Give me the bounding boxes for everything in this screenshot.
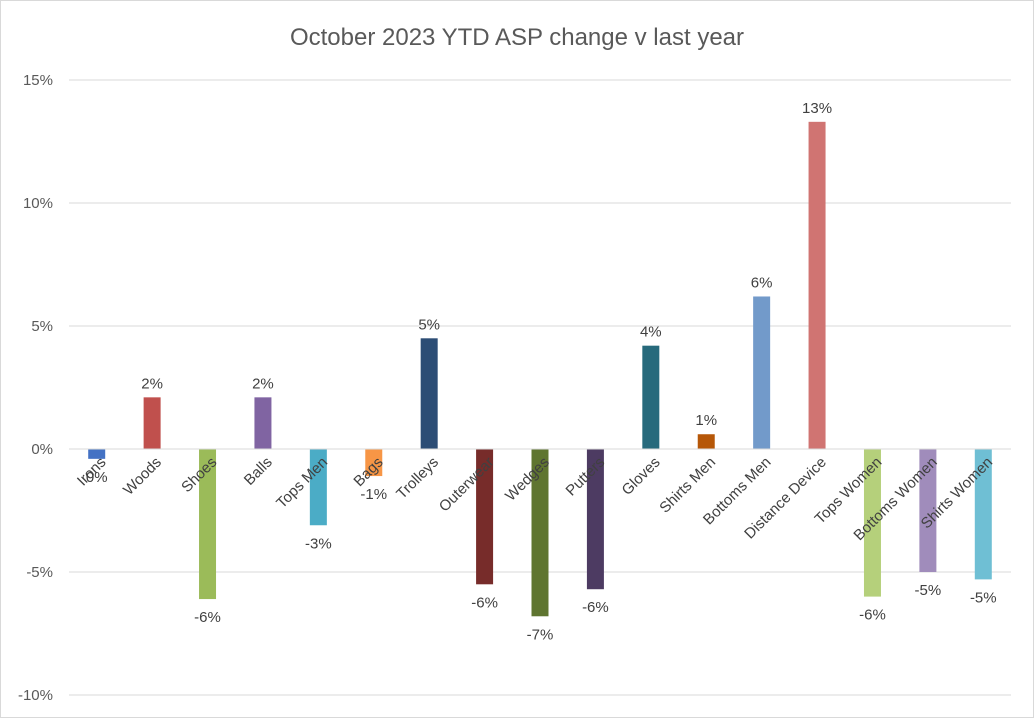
bar	[88, 449, 106, 459]
data-label: 6%	[751, 274, 773, 291]
data-label: 13%	[802, 100, 832, 117]
category-label: Gloves	[619, 454, 664, 499]
y-tick-label: -10%	[18, 687, 53, 704]
bar	[808, 121, 826, 449]
bar	[863, 449, 881, 597]
data-label: -7%	[527, 626, 554, 643]
bar	[309, 449, 327, 526]
data-label: -6%	[582, 599, 609, 616]
y-axis-ticks: -10% -5% 0% 5% 10% 15%	[18, 72, 53, 704]
y-tick-label: 0%	[31, 441, 53, 458]
data-label: 5%	[418, 316, 440, 333]
bar	[974, 449, 992, 580]
y-tick-label: 15%	[23, 72, 53, 89]
bar	[254, 397, 272, 449]
data-labels: 0% 2% -6% 2% -3% -1% 5% -6% -7% -6% 4% 1% 6% 13% -6% -5…	[86, 100, 997, 643]
bar	[143, 397, 161, 449]
y-tick-label: 5%	[31, 318, 53, 335]
category-label: Trolleys	[393, 454, 442, 503]
data-label: 2%	[141, 375, 163, 392]
data-label: 1%	[695, 412, 717, 429]
category-label: Woods	[120, 454, 165, 499]
bar	[642, 345, 660, 449]
bar	[420, 338, 438, 449]
data-label: -6%	[194, 609, 221, 626]
bars	[88, 121, 992, 617]
data-label: -3%	[305, 535, 332, 552]
data-label: 4%	[640, 324, 662, 341]
y-tick-label: -5%	[26, 564, 53, 581]
data-label: 2%	[252, 375, 274, 392]
data-label: -1%	[360, 486, 387, 503]
data-label: -5%	[915, 582, 942, 599]
bar	[531, 449, 549, 617]
bar	[476, 449, 494, 585]
bar	[697, 434, 715, 449]
bar	[586, 449, 604, 590]
chart-title: October 2023 YTD ASP change v last year	[290, 24, 744, 51]
data-label: -5%	[970, 589, 997, 606]
category-label: Balls	[241, 454, 276, 489]
bar	[199, 449, 217, 600]
bar	[753, 296, 771, 449]
data-label: 0%	[86, 469, 108, 486]
bar	[919, 449, 937, 572]
y-tick-label: 10%	[23, 195, 53, 212]
data-label: -6%	[859, 607, 886, 624]
data-label: -6%	[471, 594, 498, 611]
bar	[365, 449, 383, 477]
